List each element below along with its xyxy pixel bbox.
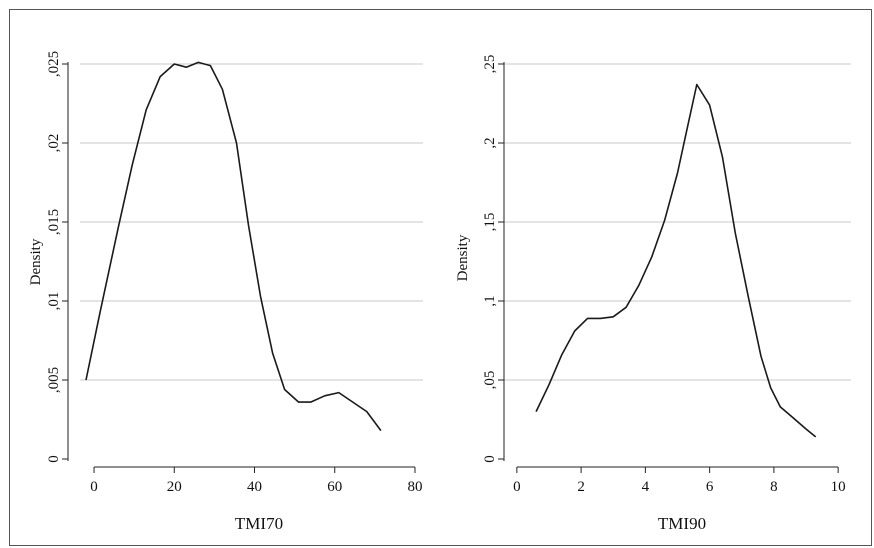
y-tick-label-tmi70: ,025 — [46, 51, 62, 77]
x-tick-label-tmi90: 0 — [513, 479, 521, 495]
y-tick-label-tmi90: ,2 — [482, 137, 498, 148]
y-tick-label-tmi90: ,15 — [482, 213, 498, 232]
y-tick-label-tmi90: ,25 — [482, 55, 498, 74]
x-tick-label-tmi70: 60 — [327, 479, 342, 495]
density-line-tmi90 — [535, 83, 817, 438]
series-lines-tmi70 — [85, 61, 382, 432]
x-tick-label-tmi90: 2 — [577, 479, 585, 495]
gridlines-tmi90 — [504, 63, 851, 381]
x-axis-label-tmi90: TMI90 — [658, 514, 706, 533]
gridlines-tmi70 — [80, 63, 423, 381]
y-axis-label-tmi70: Density — [28, 238, 44, 285]
y-tick-label-tmi90: ,1 — [482, 295, 498, 306]
x-tick-label-tmi70: 80 — [407, 479, 422, 495]
axes-tmi90: 0 ,05 ,1 ,15 ,2 ,25 0 2 4 6 8 10 — [482, 55, 846, 495]
x-tick-label-tmi70: 20 — [167, 479, 182, 495]
figure-frame — [9, 9, 872, 546]
y-tick-label-tmi70: ,01 — [46, 292, 62, 311]
x-axis-label-tmi70: TMI70 — [235, 514, 283, 533]
density-line-tmi70 — [85, 61, 382, 432]
density-plot-tmi90: 0 ,05 ,1 ,15 ,2 ,25 0 2 4 6 8 10 TMI90 Density — [455, 55, 851, 533]
x-tick-label-tmi90: 8 — [770, 479, 778, 495]
y-tick-label-tmi90: 0 — [482, 455, 498, 463]
x-tick-label-tmi70: 0 — [90, 479, 98, 495]
x-tick-label-tmi90: 4 — [642, 479, 650, 495]
y-tick-label-tmi70: ,02 — [46, 134, 62, 153]
x-tick-label-tmi90: 6 — [706, 479, 714, 495]
series-lines-tmi90 — [535, 83, 817, 438]
y-tick-label-tmi70: ,005 — [46, 367, 62, 393]
x-tick-label-tmi90: 10 — [831, 479, 846, 495]
y-tick-label-tmi70: ,015 — [46, 209, 62, 235]
density-plot-tmi70: 0 ,005 ,01 ,015 ,02 ,025 0 20 40 60 80 TMI70 Densi… — [28, 51, 423, 533]
axes-tmi70: 0 ,005 ,01 ,015 ,02 ,025 0 20 40 60 80 — [46, 51, 422, 495]
y-tick-label-tmi90: ,05 — [482, 371, 498, 390]
x-tick-label-tmi70: 40 — [247, 479, 262, 495]
y-axis-label-tmi90: Density — [455, 234, 471, 281]
y-tick-label-tmi70: 0 — [46, 455, 62, 463]
